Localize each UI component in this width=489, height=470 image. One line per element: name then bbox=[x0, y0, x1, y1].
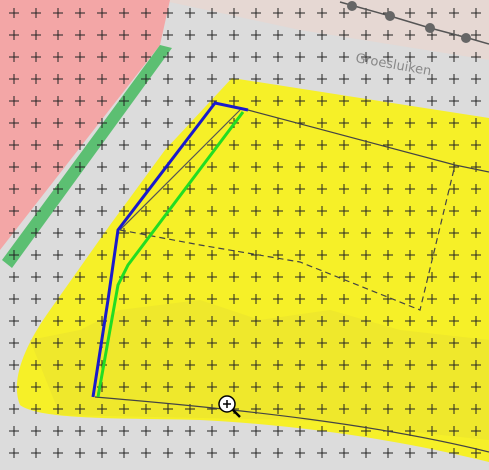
boundary-line bbox=[119, 109, 241, 231]
rail-dots bbox=[347, 1, 471, 43]
green-line bbox=[96, 111, 245, 398]
dashed-boundary bbox=[119, 164, 456, 311]
zoom-cursor bbox=[218, 395, 241, 418]
blue-line bbox=[91, 101, 249, 398]
boundary-line bbox=[94, 396, 489, 453]
